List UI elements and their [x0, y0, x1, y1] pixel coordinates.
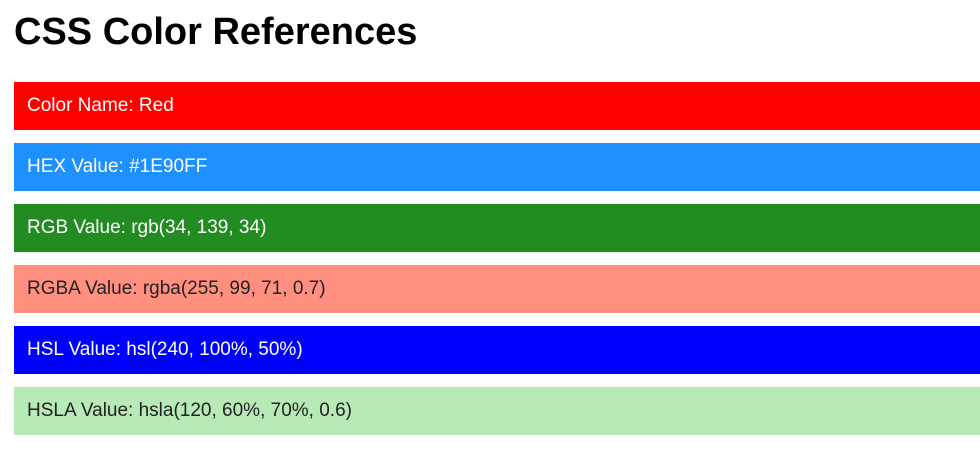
color-box-label: RGB Value: rgb(34, 139, 34) — [27, 217, 267, 238]
color-box-label: Color Name: Red — [27, 95, 174, 116]
color-box-label: HSL Value: hsl(240, 100%, 50%) — [27, 339, 303, 360]
page-title: CSS Color References — [14, 11, 418, 53]
color-box-label: RGBA Value: rgba(255, 99, 71, 0.7) — [27, 278, 326, 299]
hsl-value-box: HSL Value: hsl(240, 100%, 50%) — [14, 326, 980, 374]
color-box-label: HSLA Value: hsla(120, 60%, 70%, 0.6) — [27, 400, 352, 421]
hex-value-box: HEX Value: #1E90FF — [14, 143, 980, 191]
hsla-value-box: HSLA Value: hsla(120, 60%, 70%, 0.6) — [14, 387, 980, 435]
color-reference-list: Color Name: Red HEX Value: #1E90FF RGB V… — [14, 82, 980, 435]
rgba-value-box: RGBA Value: rgba(255, 99, 71, 0.7) — [14, 265, 980, 313]
rgb-value-box: RGB Value: rgb(34, 139, 34) — [14, 204, 980, 252]
color-box-label: HEX Value: #1E90FF — [27, 156, 208, 177]
color-name-red-box: Color Name: Red — [14, 82, 980, 130]
